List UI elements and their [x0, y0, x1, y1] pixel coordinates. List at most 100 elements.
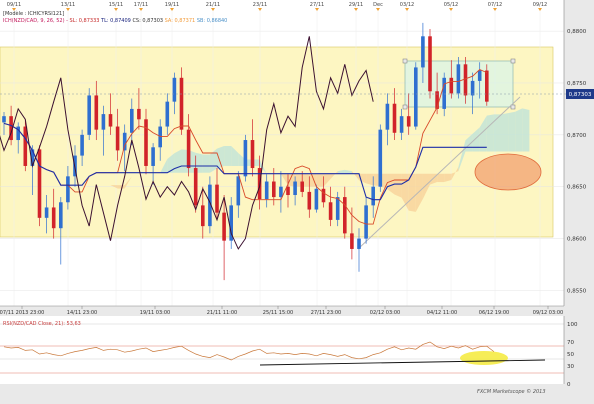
- chikou-span-line: [0, 36, 374, 250]
- candlestick-series: [2, 22, 489, 281]
- indicator-legend: ICH(NZD/CAD, 9, 26, 52) - SL: 0,87333 TL…: [3, 18, 227, 25]
- candle-body: [421, 36, 425, 68]
- price-tick-label: 0,8550: [567, 288, 587, 294]
- kijun-sen-line: [3, 122, 487, 201]
- legend-sb: SB: 0,86840: [196, 18, 228, 24]
- cloud-segment: [437, 173, 445, 183]
- projection-box-handle-tr[interactable]: [510, 58, 516, 64]
- candle-body: [80, 134, 84, 156]
- candle-body: [392, 103, 397, 133]
- candle-body: [44, 207, 49, 218]
- candle-body: [179, 77, 184, 130]
- candle-body: [236, 176, 241, 206]
- rsi-tick-label: 50: [567, 352, 574, 358]
- candle-body: [30, 149, 35, 166]
- candle-body: [371, 186, 375, 206]
- date-marker-icon: [315, 8, 319, 11]
- date-marker-icon: [493, 8, 497, 11]
- projection-box-handle-bl[interactable]: [402, 104, 408, 110]
- date-marker-icon: [405, 8, 409, 11]
- date-marker-icon: [12, 8, 16, 11]
- date-marker-icon: [354, 8, 358, 11]
- candle-body: [122, 132, 127, 151]
- top-date-label: 27/11: [310, 2, 324, 8]
- cloud-segment: [415, 173, 423, 212]
- candle-body: [307, 191, 312, 210]
- price-tick-label: 0,8750: [567, 81, 587, 87]
- candle-body: [144, 119, 148, 166]
- projection-box-handle-tl[interactable]: [402, 58, 408, 64]
- candle-body: [208, 184, 212, 227]
- candle-body: [300, 181, 304, 192]
- candle-body: [328, 202, 333, 220]
- candle-body: [470, 80, 475, 96]
- legend-cs: CS: 0,87303: [132, 18, 164, 24]
- legend-sl: SL: 0,87333: [69, 18, 100, 24]
- cloud-segment: [174, 149, 182, 173]
- cloud-segment: [330, 171, 338, 179]
- top-date-label: 19/11: [165, 2, 179, 8]
- candle-body: [449, 77, 454, 94]
- candle-body: [357, 238, 361, 249]
- candle-body: [23, 126, 28, 166]
- candle-body: [428, 36, 432, 92]
- rsi-highlight-ellipse[interactable]: [460, 351, 508, 365]
- price-tick-label: 0,8700: [567, 133, 587, 139]
- cloud-segment: [479, 115, 487, 152]
- legend-sa: SA: 0,87371: [164, 18, 196, 24]
- top-date-label: 15/11: [109, 2, 123, 8]
- cloud-segment: [366, 173, 374, 186]
- cloud-segment: [75, 150, 83, 166]
- time-tick-label: 25/11 15:00: [263, 310, 293, 316]
- cloud-segment: [515, 108, 523, 152]
- cloud-segment: [323, 173, 331, 187]
- candle-body: [165, 101, 170, 127]
- top-date-label: 13/11: [61, 2, 75, 8]
- cloud-segment: [224, 145, 232, 166]
- rsi-plot-area[interactable]: [0, 316, 564, 384]
- cloud-segment: [458, 140, 466, 172]
- cloud-segment: [394, 173, 402, 198]
- candle-body: [264, 181, 269, 200]
- rsi-tick-label: 100: [567, 322, 578, 328]
- candle-body: [272, 181, 276, 198]
- time-tick-label: 09/12 03:00: [533, 310, 563, 316]
- cloud-segment: [280, 173, 288, 186]
- top-date-label: 17/11: [134, 2, 148, 8]
- candle-body: [201, 205, 205, 227]
- cloud-segment: [195, 152, 203, 173]
- cloud-segment: [217, 145, 225, 169]
- candle-body: [364, 205, 368, 239]
- time-tick-label: 14/11 23:00: [67, 310, 97, 316]
- rsi-tick-label: 70: [567, 340, 574, 346]
- candle-body: [314, 188, 319, 210]
- cloud-segment: [117, 185, 125, 189]
- cloud-segment: [387, 173, 395, 195]
- candle-body: [385, 103, 390, 130]
- candle-body: [286, 186, 290, 196]
- rsi-horizontal-line[interactable]: [259, 359, 546, 366]
- projection-box-handle-br[interactable]: [510, 104, 516, 110]
- trend-line[interactable]: [357, 96, 521, 250]
- candle-body: [406, 116, 411, 127]
- candle-body: [335, 197, 340, 220]
- candle-body: [158, 126, 162, 148]
- candle-body: [94, 95, 99, 130]
- candle-body: [435, 91, 439, 109]
- cloud-segment: [259, 159, 267, 174]
- candle-body: [485, 70, 489, 102]
- time-tick-label: 06/12 19:00: [479, 310, 509, 316]
- candle-body: [16, 126, 20, 141]
- candle-body: [279, 186, 283, 198]
- candle-body: [321, 188, 326, 203]
- date-marker-icon: [211, 8, 215, 11]
- cloud-segment: [202, 154, 210, 173]
- highlight-ellipse[interactable]: [474, 153, 542, 191]
- cloud-segment: [422, 173, 430, 199]
- candle-body: [59, 202, 63, 229]
- time-tick-label: 07/11 2013 23:00: [0, 310, 44, 316]
- cloud-segment: [337, 169, 345, 174]
- cloud-segment: [486, 114, 494, 152]
